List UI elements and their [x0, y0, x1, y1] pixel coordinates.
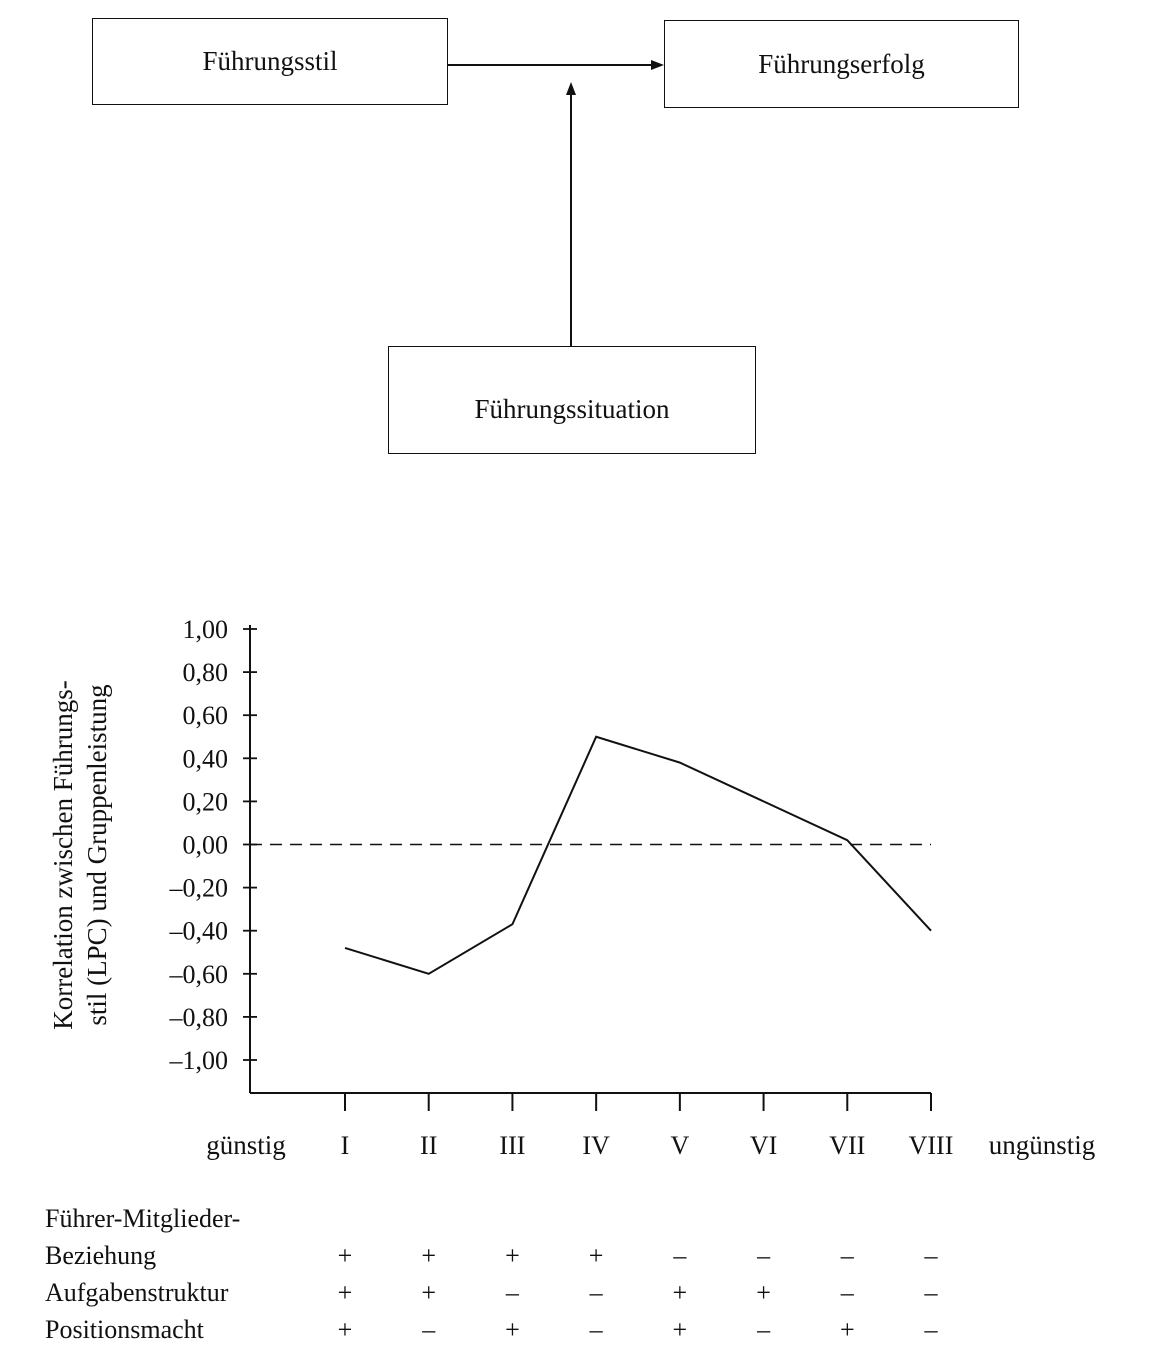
y-tick-label: 0,80 [183, 658, 229, 687]
chart-axes [249, 625, 931, 1094]
factor-sign: + [421, 1241, 437, 1270]
y-axis-label-line1: Korrelation zwischen Führungs- [48, 680, 78, 1029]
box-fuehrungserfolg-label: Führungserfolg [758, 48, 925, 79]
factor-sign: + [337, 1315, 353, 1344]
factor-label: Führer-Mitglieder- [45, 1204, 241, 1233]
x-tick-label: III [499, 1131, 525, 1160]
x-tick-label: VI [750, 1131, 777, 1160]
factor-sign: + [672, 1278, 688, 1307]
box-fuehrungsstil-label: Führungsstil [202, 46, 338, 76]
factor-sign: – [422, 1315, 436, 1344]
y-axis-label-line2: stil (LPC) und Gruppenleistung [82, 684, 112, 1025]
x-tick-label: II [420, 1131, 437, 1160]
y-tick-label: 0,40 [183, 744, 229, 773]
x-left-label: günstig [206, 1130, 286, 1160]
diagram-arrows [448, 60, 664, 346]
factor-sign: – [757, 1315, 771, 1344]
factor-sign: + [505, 1241, 520, 1270]
y-tick-label: –0,40 [169, 917, 229, 946]
factor-label: Aufgabenstruktur [45, 1278, 229, 1307]
x-right-label: ungünstig [989, 1130, 1096, 1160]
x-tick-label: I [341, 1131, 350, 1160]
factor-sign: – [924, 1315, 938, 1344]
factor-sign: + [672, 1315, 688, 1344]
y-tick-label: 0,60 [183, 701, 229, 730]
factor-sign: – [589, 1278, 603, 1307]
correlation-line [344, 735, 932, 975]
factor-sign: – [840, 1278, 854, 1307]
y-ticks: 1,00 0,80 0,60 0,40 0,20 0,00 –0,20 –0,40 –0,60 –… [169, 615, 257, 1075]
x-ticks: I II III IV V VI VII VIII [341, 1093, 954, 1160]
factor-sign: + [839, 1315, 855, 1344]
x-tick-label: VII [829, 1131, 865, 1160]
factor-sign: – [757, 1241, 771, 1270]
factor-sign: + [337, 1278, 353, 1307]
y-tick-label: –0,20 [169, 874, 229, 903]
box-fuehrungsstil: Führungsstil [92, 18, 448, 105]
factor-sign: + [588, 1241, 604, 1270]
x-tick-label: VIII [909, 1131, 954, 1160]
factor-sign: – [589, 1315, 603, 1344]
factor-sign: + [756, 1278, 771, 1307]
arrowhead-right [651, 60, 664, 70]
factor-sign: – [840, 1241, 854, 1270]
y-tick-label: 0,20 [183, 787, 229, 816]
factor-sign: + [337, 1241, 353, 1270]
box-fuehrungssituation: Führungssituation [388, 346, 756, 454]
x-tick-label: IV [582, 1131, 610, 1160]
factor-sign: + [505, 1315, 520, 1344]
lpc-correlation-chart: 1,00 0,80 0,60 0,40 0,20 0,00 –0,20 –0,40 –0,60 –… [48, 615, 1096, 1160]
y-tick-label: 0,00 [183, 831, 229, 860]
factor-sign: – [673, 1241, 687, 1270]
factor-sign: + [421, 1278, 437, 1307]
factor-sign: – [924, 1278, 938, 1307]
y-tick-label: –0,80 [169, 1003, 229, 1032]
y-tick-label: –0,60 [169, 960, 229, 989]
y-tick-label: 1,00 [183, 615, 229, 644]
factor-sign: – [924, 1241, 938, 1270]
factor-label: Positionsmacht [45, 1315, 204, 1344]
box-fuehrungssituation-label: Führungssituation [474, 393, 670, 424]
arrowhead-up [566, 82, 576, 95]
box-fuehrungserfolg: Führungserfolg [664, 20, 1019, 108]
y-tick-label: –1,00 [169, 1046, 229, 1075]
factor-label: Beziehung [45, 1241, 157, 1270]
x-tick-label: V [670, 1131, 689, 1160]
factor-sign: – [505, 1278, 519, 1307]
